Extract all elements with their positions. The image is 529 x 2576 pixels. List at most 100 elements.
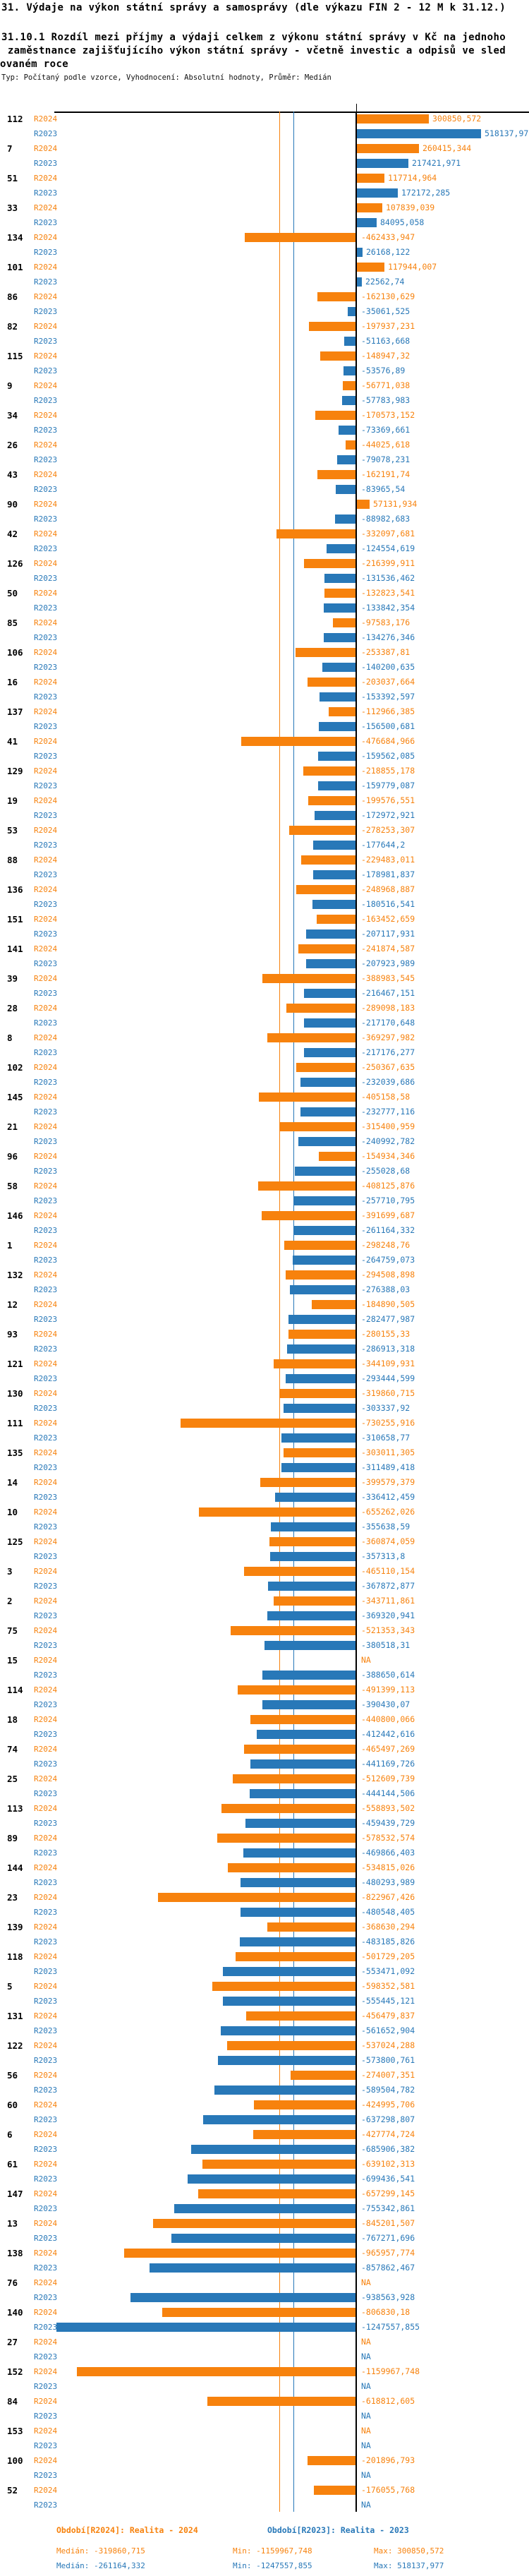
series-label-R2024: R2024 — [34, 1893, 58, 1902]
series-label-R2024: R2024 — [34, 1004, 58, 1013]
group-row — [0, 885, 529, 909]
value-label-R2024: -315400,959 — [361, 1121, 415, 1131]
bar-R2024 — [356, 263, 384, 272]
series-label-R2024: R2024 — [34, 2486, 58, 2495]
bar-R2024 — [309, 322, 356, 331]
bar-R2024 — [356, 203, 382, 212]
bar-R2024 — [202, 2160, 356, 2169]
series-label-R2024: R2024 — [34, 233, 58, 242]
series-label-R2023: R2023 — [34, 574, 58, 583]
bar-R2023 — [214, 2086, 356, 2095]
value-label-R2023: -369320,941 — [361, 1611, 415, 1620]
value-label-R2023: NA — [361, 2411, 371, 2421]
value-label-R2023: -553471,092 — [361, 1966, 415, 1976]
series-label-R2024: R2024 — [34, 292, 58, 301]
group-label: 125 — [7, 1536, 23, 1547]
value-label-R2024: -578532,574 — [361, 1833, 415, 1843]
bar-R2024 — [228, 1863, 356, 1872]
group-row — [0, 203, 529, 227]
bar-R2023 — [306, 959, 356, 968]
value-label-R2024: -250367,635 — [361, 1062, 415, 1072]
bar-R2024 — [286, 1270, 356, 1280]
bar-R2024 — [304, 559, 356, 568]
series-label-R2023: R2023 — [34, 544, 58, 553]
group-label: 1 — [7, 1240, 13, 1251]
series-label-R2024: R2024 — [34, 1952, 58, 1961]
group-row — [0, 1537, 529, 1561]
group-row — [0, 1122, 529, 1146]
bar-R2024 — [317, 292, 356, 301]
series-label-R2024: R2024 — [34, 174, 58, 183]
group-label: 53 — [7, 825, 18, 836]
series-label-R2024: R2024 — [34, 796, 58, 805]
series-label-R2024: R2024 — [34, 322, 58, 331]
series-label-R2023: R2023 — [34, 1048, 58, 1057]
value-label-R2023: -232777,116 — [361, 1107, 415, 1117]
series-label-R2023: R2023 — [34, 2174, 58, 2184]
series-label-R2024: R2024 — [34, 203, 58, 212]
value-label-R2024: -294508,898 — [361, 1270, 415, 1280]
series-label-R2024: R2024 — [34, 1774, 58, 1783]
bar-R2023 — [356, 129, 481, 138]
bar-R2024 — [356, 500, 370, 509]
report-subtitle-line-2: zaměstnance zajišťujícího výkon státní s… — [1, 45, 506, 56]
group-label: 100 — [7, 2455, 23, 2466]
group-row — [0, 648, 529, 672]
value-label-R2023: -685906,382 — [361, 2144, 415, 2154]
value-label-R2024: -806830,18 — [361, 2307, 411, 2317]
value-label-R2024: -360874,059 — [361, 1536, 415, 1546]
value-label-R2024: -344109,931 — [361, 1359, 415, 1368]
series-label-R2023: R2023 — [34, 1582, 58, 1591]
bar-R2023 — [221, 2026, 356, 2035]
value-label-R2023: -483185,826 — [361, 1937, 415, 1946]
bar-R2023 — [304, 1018, 356, 1028]
series-label-R2024: R2024 — [34, 1300, 58, 1309]
bar-R2023 — [344, 337, 356, 346]
value-label-R2023: -276388,03 — [361, 1284, 411, 1294]
bar-R2023 — [281, 1433, 356, 1443]
series-label-R2023: R2023 — [34, 633, 58, 642]
bar-R2024 — [324, 589, 356, 598]
group-row — [0, 440, 529, 464]
group-row — [0, 618, 529, 642]
series-label-R2024: R2024 — [34, 2071, 58, 2080]
group-label: 16 — [7, 677, 18, 687]
group-row — [0, 1004, 529, 1028]
series-label-R2023: R2023 — [34, 1611, 58, 1620]
series-label-R2023: R2023 — [34, 959, 58, 968]
group-label: 153 — [7, 2426, 23, 2436]
value-label-R2023: -257710,795 — [361, 1196, 415, 1205]
bar-R2023 — [284, 1404, 356, 1413]
bar-R2023 — [304, 1048, 356, 1057]
bar-R2024 — [262, 1211, 356, 1220]
bar-R2023 — [324, 633, 356, 642]
series-label-R2023: R2023 — [34, 929, 58, 939]
value-label-R2023: -480293,989 — [361, 1877, 415, 1887]
group-label: 33 — [7, 203, 18, 213]
series-label-R2024: R2024 — [34, 1330, 58, 1339]
group-label: 122 — [7, 2040, 23, 2051]
value-label-R2023: -261164,332 — [361, 1225, 415, 1235]
group-label: 14 — [7, 1477, 18, 1488]
series-label-R2024: R2024 — [34, 114, 58, 124]
value-label-R2024: -176055,768 — [361, 2485, 415, 2495]
series-label-R2023: R2023 — [34, 277, 58, 287]
value-label-R2023: -1247557,855 — [361, 2322, 420, 2332]
group-row — [0, 381, 529, 405]
series-label-R2024: R2024 — [34, 618, 58, 627]
bar-R2023 — [275, 1493, 356, 1502]
bar-R2024 — [250, 1715, 356, 1724]
series-label-R2024: R2024 — [34, 915, 58, 924]
series-label-R2023: R2023 — [34, 2115, 58, 2124]
bar-R2024 — [236, 1952, 356, 1961]
value-label-R2024: -388983,545 — [361, 973, 415, 983]
group-label: 151 — [7, 914, 23, 925]
bar-R2023 — [335, 514, 356, 524]
series-label-R2023: R2023 — [34, 1167, 58, 1176]
series-label-R2023: R2023 — [34, 1552, 58, 1561]
series-label-R2023: R2023 — [34, 1848, 58, 1858]
series-label-R2024: R2024 — [34, 351, 58, 361]
value-label-R2023: -311489,418 — [361, 1462, 415, 1472]
bar-R2023 — [356, 159, 408, 168]
series-label-R2023: R2023 — [34, 366, 58, 375]
